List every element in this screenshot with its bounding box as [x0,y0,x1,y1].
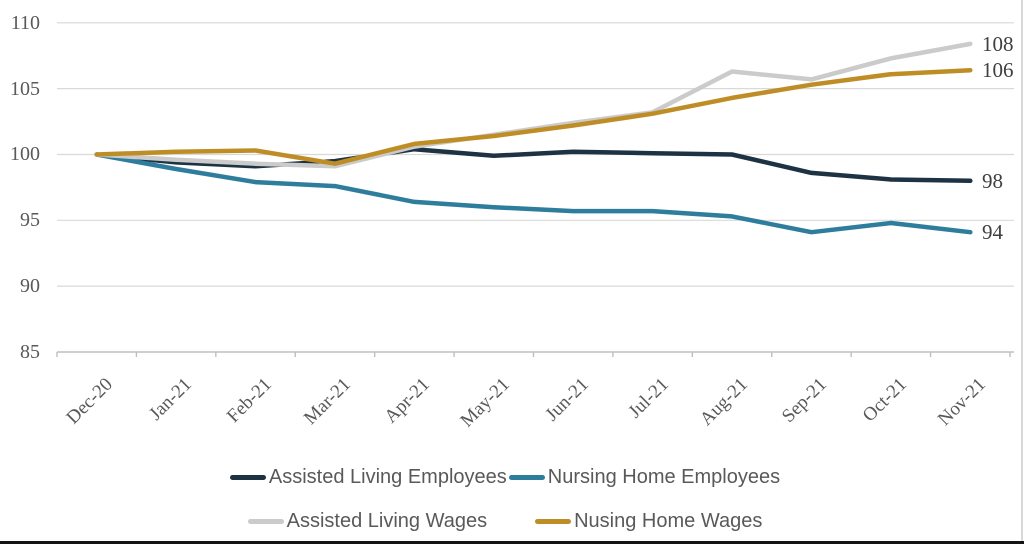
y-axis-tick-label: 90 [20,275,40,298]
window-bottom-edge [0,541,1024,544]
series-end-label: 94 [982,220,1003,245]
legend-marker-nusing-home-wages [535,518,572,524]
legend-marker-assisted-living-wages [247,518,284,524]
legend-label-assisted-living-employees: Assisted Living Employees [268,465,507,488]
series-end-label: 98 [982,168,1003,193]
y-axis-tick-label: 95 [20,209,40,232]
series-line-assisted-living-wages [94,41,973,169]
series-line-nursing-home-employees [94,152,973,235]
legend-marker-assisted-living-employees [229,474,266,480]
series-line-assisted-living-employees [94,146,973,184]
y-axis-tick-label: 100 [10,143,40,166]
series-line-nusing-home-wages [94,67,973,166]
legend-row-1: Assisted Living Employees Nursing Home E… [229,455,781,499]
y-axis-tick-label: 105 [10,77,40,100]
window-right-border [1021,0,1023,541]
y-axis-tick-label: 110 [10,11,40,34]
legend-row-2: Assisted Living Wages Nusing Home Wages [247,499,763,543]
series-end-label: 106 [982,58,1014,83]
legend-marker-nursing-home-employees [508,474,545,480]
legend-label-assisted-living-wages: Assisted Living Wages [286,509,488,532]
chart-legend: Assisted Living Employees Nursing Home E… [0,455,1010,543]
series-end-label: 108 [982,31,1014,56]
legend-label-nusing-home-wages: Nusing Home Wages [574,509,763,532]
y-axis-tick-label: 85 [20,341,40,363]
legend-label-nursing-home-employees: Nursing Home Employees [547,465,781,488]
